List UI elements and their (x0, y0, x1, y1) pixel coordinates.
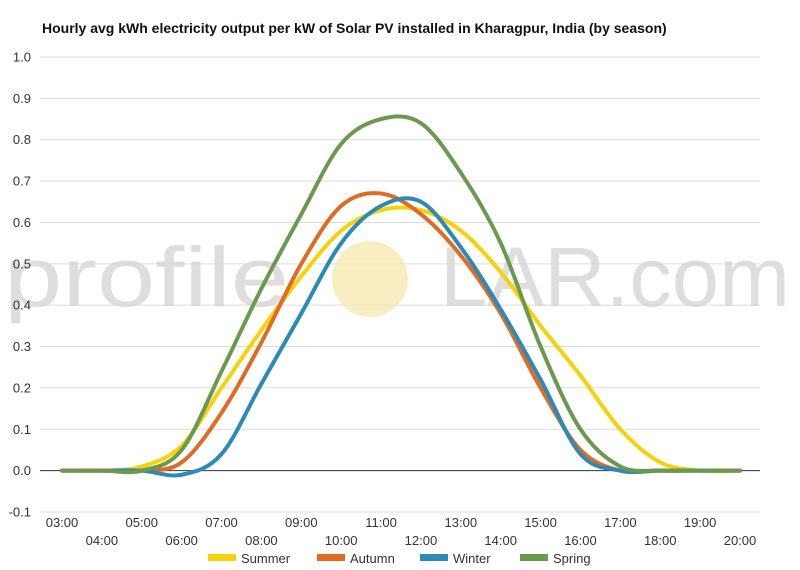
legend-label-spring: Spring (553, 551, 591, 566)
y-tick-label: 0.5 (13, 256, 31, 271)
x-tick-label: 06:00 (165, 533, 198, 548)
x-tick-label: 15:00 (524, 515, 557, 530)
y-tick-label: 0.6 (13, 215, 31, 230)
x-tick-label: 19:00 (684, 515, 717, 530)
x-tick-label: 14:00 (484, 533, 517, 548)
x-tick-label: 17:00 (604, 515, 637, 530)
series-line-winter (60, 196, 742, 478)
x-tick-label: 16:00 (564, 533, 597, 548)
x-tick-label: 12:00 (405, 533, 438, 548)
y-tick-label: -0.1 (9, 505, 31, 520)
watermark-text-right: LAR.com (440, 230, 790, 324)
x-tick-label: 04:00 (86, 533, 119, 548)
y-tick-label: 1.0 (13, 50, 31, 65)
watermark-text-left: profile (4, 230, 289, 324)
legend-label-autumn: Autumn (350, 551, 395, 566)
y-tick-label: 0.3 (13, 339, 31, 354)
x-tick-label: 10:00 (325, 533, 358, 548)
series-line-summer (60, 205, 742, 474)
legend-swatch-winter (420, 554, 448, 561)
y-tick-label: 0.0 (13, 463, 31, 478)
legend-swatch-summer (208, 554, 236, 561)
x-tick-label: 13:00 (445, 515, 478, 530)
x-tick-label: 11:00 (365, 515, 397, 530)
legend-label-summer: Summer (241, 551, 291, 566)
x-tick-label: 08:00 (245, 533, 278, 548)
watermark: profile LAR.com (4, 230, 790, 324)
watermark-sun-icon (332, 241, 408, 317)
y-tick-label: 0.1 (13, 422, 31, 437)
x-tick-label: 07:00 (205, 515, 238, 530)
x-tick-label: 18:00 (644, 533, 677, 548)
x-tick-label: 05:00 (125, 515, 158, 530)
x-tick-label: 03:00 (46, 515, 79, 530)
y-tick-label: 0.2 (13, 380, 31, 395)
chart-title: Hourly avg kWh electricity output per kW… (42, 20, 667, 36)
series-line-spring (60, 114, 742, 475)
series-lines (60, 114, 742, 478)
x-tick-label: 09:00 (285, 515, 318, 530)
legend: Summer Autumn Winter Spring (208, 551, 591, 566)
legend-label-winter: Winter (453, 551, 491, 566)
x-tick-label: 20:00 (724, 533, 757, 548)
legend-swatch-autumn (317, 554, 345, 561)
y-tick-label: 0.9 (13, 91, 31, 106)
y-tick-label: 0.4 (13, 298, 31, 313)
y-tick-label: 0.8 (13, 132, 31, 147)
y-tick-label: 0.7 (13, 174, 31, 189)
legend-swatch-spring (520, 554, 548, 561)
